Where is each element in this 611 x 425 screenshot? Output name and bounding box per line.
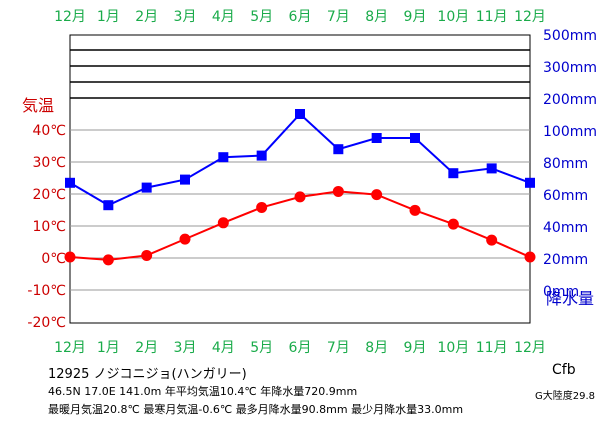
- month-label-top: 11月: [476, 9, 508, 25]
- precipitation-tick-label: 0mm: [543, 284, 579, 300]
- month-label-bottom: 12月: [54, 340, 86, 356]
- month-label-bottom: 8月: [365, 340, 388, 356]
- temperature-axis-label: 気温: [22, 96, 54, 115]
- temperature-point: [179, 233, 191, 245]
- month-label-top: 4月: [212, 9, 235, 25]
- month-label-top: 1月: [97, 9, 120, 25]
- precipitation-point: [295, 109, 305, 119]
- temperature-point: [64, 251, 76, 263]
- precipitation-point: [333, 144, 344, 155]
- min-precip: 最少月降水量33.0mm: [351, 403, 464, 416]
- koppen-class: Cfb: [552, 362, 576, 378]
- month-label-bottom: 6月: [289, 340, 312, 356]
- annual-temp: 年平均気温10.4℃: [164, 385, 257, 398]
- precipitation-tick-label: 200mm: [543, 92, 597, 108]
- precipitation-point: [103, 200, 114, 211]
- precipitation-point: [218, 152, 229, 163]
- precipitation-point: [448, 168, 459, 179]
- temperature-point: [409, 204, 421, 216]
- temperature-point: [371, 189, 383, 201]
- series-markers: [64, 109, 536, 266]
- temperature-tick-label: 10℃: [32, 219, 66, 235]
- month-label-top: 3月: [174, 9, 197, 25]
- month-label-bottom: 10月: [437, 340, 469, 356]
- month-label-top: 10月: [437, 9, 469, 25]
- precipitation-tick-label: 500mm: [543, 28, 597, 44]
- month-label-top: 9月: [404, 9, 427, 25]
- bottom-month-labels: 12月 1月 2月 3月 4月 5月 6月 7月 8月 9月 10月 11月 12月: [54, 340, 546, 356]
- warmest-month: 最暖月気温20.8℃: [48, 403, 140, 416]
- temperature-tick-label: -20℃: [27, 315, 66, 331]
- continentality-index: G大陸度29.8: [535, 391, 596, 402]
- month-label-top: 7月: [327, 9, 350, 25]
- temperature-tick-label: 40℃: [32, 123, 66, 139]
- chart-grid: [69, 34, 531, 324]
- temperature-tick-label: 30℃: [32, 155, 66, 171]
- top-month-labels: 12月 1月 2月 3月 4月 5月 6月 7月 8月 9月 10月 11月 12月: [54, 9, 546, 25]
- coldest-month: 最寒月気温-0.6℃: [143, 403, 233, 416]
- temperature-point: [447, 218, 459, 230]
- precipitation-axis-label: 降水量: [546, 289, 594, 308]
- precipitation-tick-label: 60mm: [543, 188, 588, 204]
- precipitation-point: [410, 133, 420, 143]
- station-summary: 46.5N 17.0E 141.0m 年平均気温10.4℃ 年降水量720.9m…: [48, 383, 357, 399]
- temperature-point: [524, 251, 536, 263]
- temperature-point: [102, 254, 114, 266]
- month-label-top: 8月: [365, 9, 388, 25]
- temperature-point: [294, 191, 306, 203]
- month-label-bottom: 3月: [174, 340, 197, 356]
- month-label-top: 12月: [514, 9, 546, 25]
- precipitation-point: [525, 177, 535, 188]
- max-precip: 最多月降水量90.8mm: [235, 403, 348, 416]
- precipitation-tick-label: 40mm: [543, 220, 588, 236]
- month-label-bottom: 1月: [97, 340, 120, 356]
- station-coords: 46.5N 17.0E 141.0m: [48, 385, 162, 398]
- precipitation-point: [371, 133, 382, 143]
- month-label-bottom: 9月: [404, 340, 427, 356]
- temperature-tick-label: 20℃: [32, 187, 66, 203]
- temperature-point: [332, 185, 344, 197]
- precipitation-tick-label: 20mm: [543, 252, 588, 268]
- month-label-top: 6月: [289, 9, 312, 25]
- station-extremes: 最暖月気温20.8℃ 最寒月気温-0.6℃ 最多月降水量90.8mm 最少月降水…: [48, 401, 463, 417]
- month-label-top: 12月: [54, 9, 86, 25]
- precipitation-point: [256, 150, 267, 161]
- plot-border: [69, 34, 531, 324]
- precipitation-point: [180, 174, 190, 185]
- annual-precip: 年降水量720.9mm: [260, 385, 358, 398]
- station-id: 12925: [48, 367, 90, 382]
- precipitation-axis-ticks: 500mm 300mm 200mm 100mm 80mm 60mm 40mm 20mm 0mm: [543, 28, 597, 300]
- temperature-point: [217, 217, 229, 229]
- precipitation-tick-label: 300mm: [543, 60, 597, 76]
- precipitation-point: [65, 177, 75, 188]
- month-label-bottom: 11月: [476, 340, 508, 356]
- temperature-point: [256, 201, 268, 213]
- month-label-bottom: 4月: [212, 340, 235, 356]
- temperature-point: [486, 234, 498, 246]
- station-title: 12925 ノジコニジョ(ハンガリー): [48, 363, 247, 382]
- month-label-bottom: 12月: [514, 340, 546, 356]
- precipitation-tick-label: 80mm: [543, 156, 588, 172]
- month-label-top: 2月: [135, 9, 158, 25]
- month-label-top: 5月: [250, 9, 273, 25]
- precipitation-point: [486, 163, 497, 174]
- temperature-tick-label: 0℃: [41, 251, 66, 267]
- temperature-axis-ticks: 40℃ 30℃ 20℃ 10℃ 0℃ -10℃ -20℃: [27, 123, 66, 331]
- station-name: ノジコニジョ(ハンガリー): [93, 367, 247, 382]
- month-label-bottom: 5月: [250, 340, 273, 356]
- precipitation-point: [141, 182, 152, 193]
- precipitation-tick-label: 100mm: [543, 124, 597, 140]
- temperature-point: [141, 249, 153, 261]
- temperature-tick-label: -10℃: [27, 283, 66, 299]
- month-label-bottom: 7月: [327, 340, 350, 356]
- series-lines: [69, 112, 531, 261]
- month-label-bottom: 2月: [135, 340, 158, 356]
